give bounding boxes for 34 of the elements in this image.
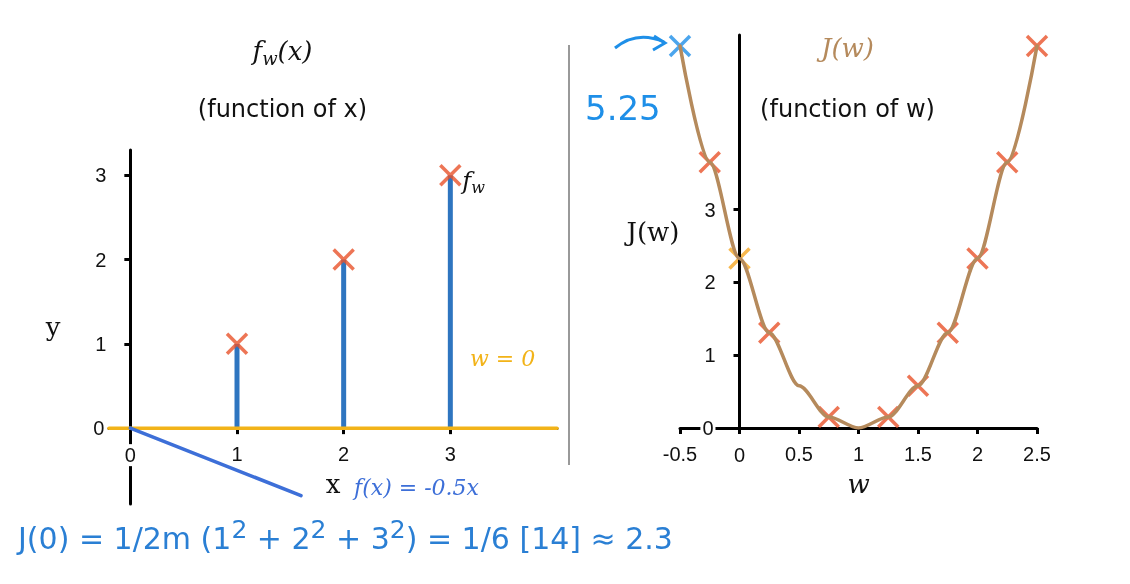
text: (function of w) (760, 95, 935, 123)
chart-title: J(w) (816, 33, 874, 63)
y-tick-label: 1 (704, 344, 716, 367)
x-axis-title: w (847, 468, 870, 499)
annotation: 5.25 (585, 87, 661, 128)
x-tick-label: 0.5 (785, 443, 813, 465)
point (225, 332, 249, 356)
x-tick-label: 2 (338, 443, 350, 466)
x-axis-title: x (325, 469, 341, 500)
x-tick-label: 1 (231, 443, 243, 466)
y-tick-label: 0 (702, 417, 714, 439)
y-tick-label: 3 (704, 198, 716, 221)
y-tick-label: 0 (93, 417, 105, 440)
x-tick-label: 2.5 (1023, 443, 1051, 465)
y-tick-label: 2 (95, 248, 107, 271)
x-tick-label: 0 (124, 444, 136, 467)
chart-subtitle: (function of x) (197, 95, 368, 123)
bar (341, 259, 347, 429)
y-tick-label: 3 (95, 164, 107, 187)
y-tick-label: 1 (95, 332, 107, 355)
y-tick-label: 2 (704, 271, 716, 294)
y-axis-title: y (44, 312, 61, 342)
x-tick-label: -0.5 (662, 443, 698, 465)
y-axis-title: J(w) (623, 216, 680, 247)
text: J(0) = 1/2m (1$^{2}$ + 2$^{2}$ + 3$^{2}$) = 1/6 [14] ≈ 2.3 (18, 515, 673, 556)
point (331, 247, 356, 272)
x-tick-label: 1.5 (904, 443, 932, 465)
bar (447, 175, 453, 429)
text: f(x) = -0.5x (352, 475, 480, 501)
x-tick-label: 1 (852, 443, 865, 465)
x-tick-label: 2 (971, 443, 984, 465)
text: w = 0 (470, 345, 536, 371)
x-tick-label: 3 (444, 443, 456, 466)
x-tick-label: 0 (733, 444, 746, 466)
